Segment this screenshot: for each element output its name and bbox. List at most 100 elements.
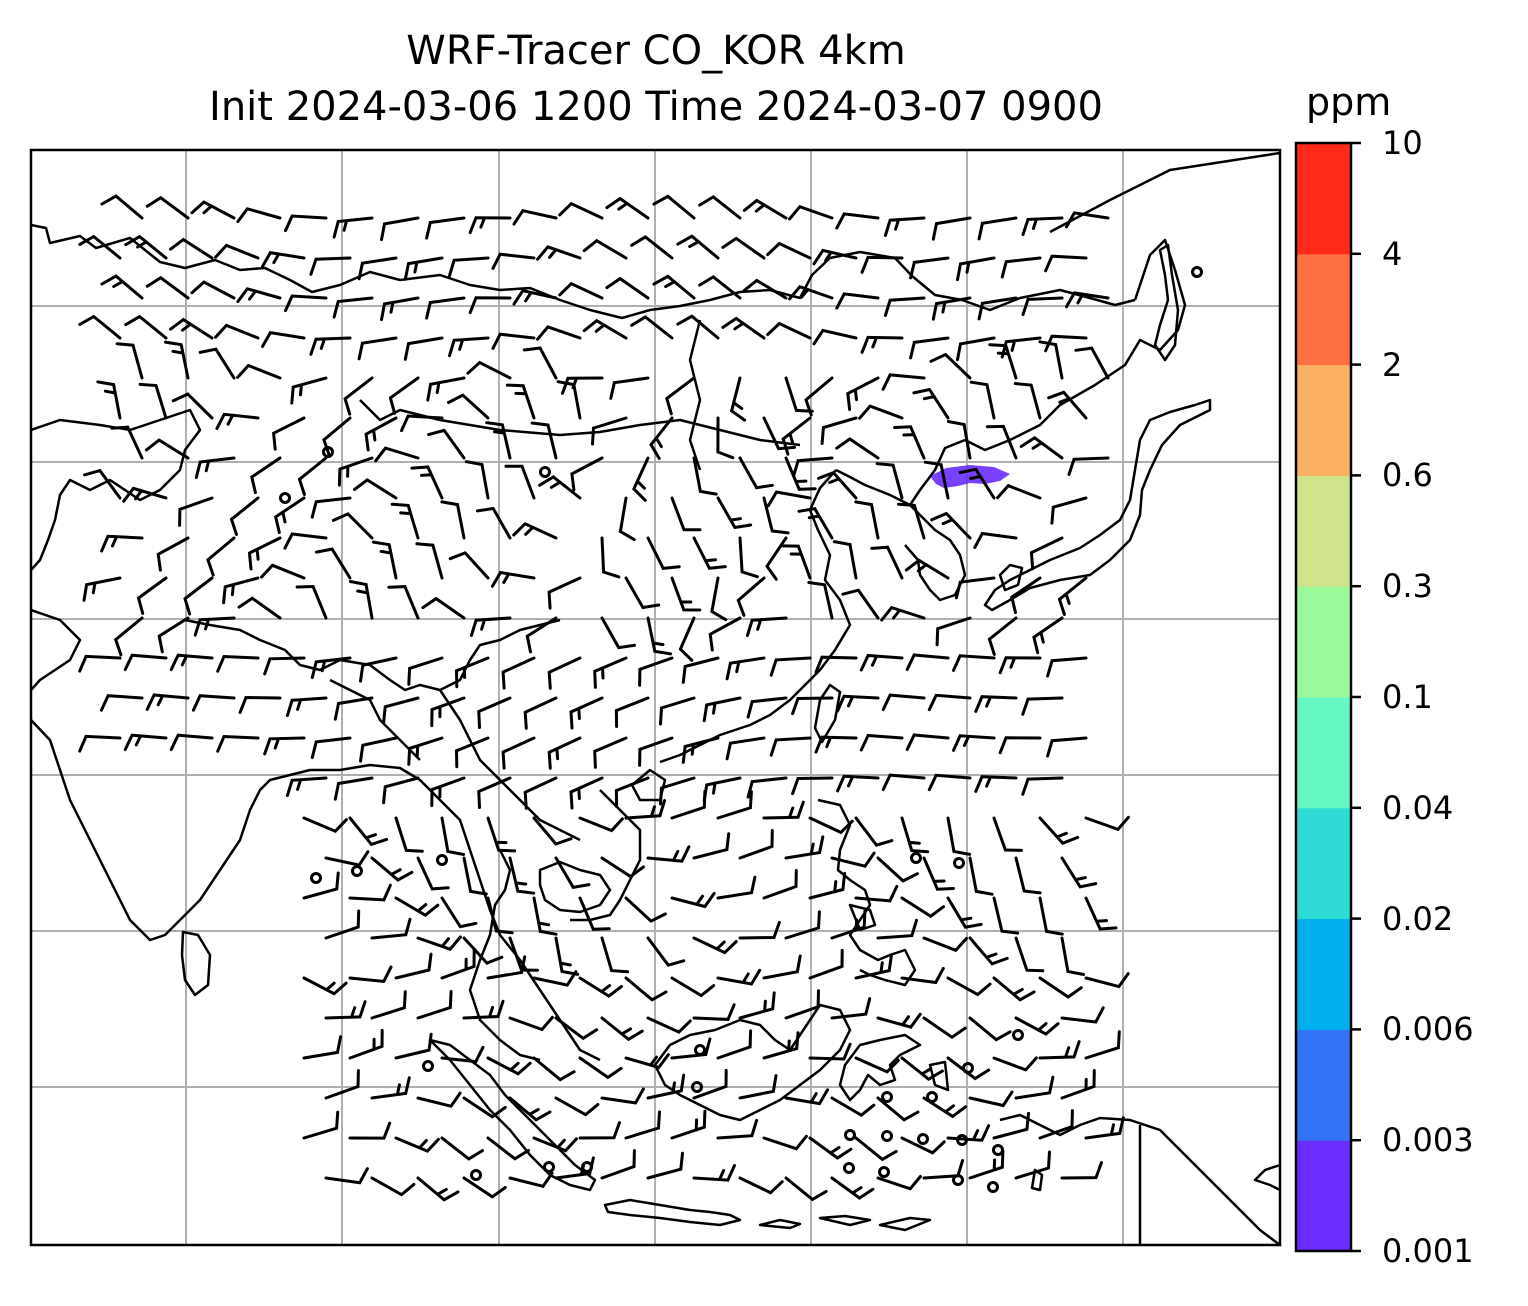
wind-barb: [333, 776, 374, 801]
wind-barb: [416, 856, 450, 891]
wind-barb: [935, 616, 972, 647]
wind-barb: [440, 1045, 485, 1064]
wind-barb: [440, 816, 466, 856]
wind-barb: [370, 1176, 416, 1197]
wind-barb: [370, 917, 412, 940]
colorbar-tick-label: 0.003: [1382, 1121, 1474, 1160]
wind-barb: [216, 654, 260, 673]
wind-barb: [600, 536, 621, 579]
wind-barb: [812, 328, 858, 346]
wind-barb: [1021, 696, 1064, 716]
wind-barb: [115, 342, 144, 380]
colorbar-segment: [1296, 1140, 1351, 1252]
wind-barb: [1044, 334, 1088, 353]
wind-barb: [784, 1088, 830, 1106]
calm-marker: [926, 1091, 938, 1103]
wind-barb: [681, 656, 720, 684]
wind-barb: [403, 336, 444, 361]
wind-barb: [310, 656, 352, 679]
wind-barb: [922, 856, 955, 891]
wind-barb: [547, 736, 582, 770]
wind-barb: [582, 318, 628, 340]
wind-barb: [624, 1110, 661, 1140]
wind-barb: [624, 799, 667, 820]
wind-barb: [836, 694, 880, 713]
calm-marker: [539, 466, 551, 478]
wind-barb: [283, 532, 328, 550]
calm-marker: [691, 1081, 703, 1093]
wind-barb: [698, 275, 742, 300]
wind-barb: [466, 360, 512, 380]
wind-barb: [988, 343, 1018, 380]
wind-barb: [670, 496, 702, 532]
wind-barb: [536, 325, 582, 341]
wind-barb: [665, 376, 696, 416]
wind-barb: [812, 248, 858, 266]
wind-barb: [968, 1016, 1012, 1042]
wind-barb: [370, 990, 407, 1020]
wind-barb: [156, 536, 190, 572]
wind-barb: [370, 856, 414, 882]
colorbar-tick-label: 4: [1382, 234, 1403, 273]
wind-barb: [206, 536, 236, 577]
wind-barb: [985, 424, 1018, 460]
wind-barb: [1084, 972, 1130, 989]
wind-barb: [830, 997, 872, 1020]
wind-barb: [638, 656, 674, 687]
wind-barb: [261, 250, 306, 268]
wind-barb: [692, 1003, 736, 1021]
wind-barb: [738, 536, 759, 579]
wind-barb: [448, 256, 490, 278]
wind-barb: [394, 952, 433, 980]
calm-marker: [881, 1091, 893, 1103]
wind-barb: [624, 896, 667, 923]
wind-barb: [769, 656, 812, 677]
wind-barb: [78, 314, 122, 340]
wind-barb: [830, 851, 876, 868]
wind-barb: [762, 869, 798, 900]
wind-barb: [969, 380, 996, 420]
wind-barb: [194, 456, 236, 479]
wind-barb: [123, 653, 168, 672]
wind-barb: [430, 776, 466, 808]
wind-barb: [692, 832, 731, 860]
wind-barb: [1065, 211, 1110, 229]
wind-barb: [652, 274, 696, 300]
wind-barb: [1021, 776, 1064, 796]
wind-barb: [854, 953, 893, 980]
wind-barb: [676, 234, 720, 260]
calm-marker: [322, 446, 334, 458]
wind-barb: [532, 970, 578, 987]
wind-barb: [416, 935, 462, 951]
wind-barb: [876, 856, 919, 883]
wind-barb: [448, 551, 490, 580]
wind-barb: [1038, 976, 1083, 999]
wind-barb: [854, 816, 894, 847]
wind-barb: [475, 506, 512, 540]
wind-barb: [875, 462, 904, 500]
wind-barb: [762, 496, 790, 535]
wind-barb: [359, 656, 398, 683]
wind-barb: [388, 376, 420, 415]
wind-barb: [440, 949, 476, 980]
wind-barb: [504, 464, 536, 500]
calm-marker: [1012, 1029, 1024, 1041]
wind-barb: [746, 776, 788, 799]
wind-barb: [780, 544, 812, 580]
wind-barb: [883, 216, 926, 237]
wind-barb: [791, 696, 834, 716]
wind-barb: [250, 456, 282, 495]
wind-barb: [784, 376, 814, 413]
wind-barb: [1038, 1109, 1074, 1140]
wind-barb: [554, 1156, 595, 1180]
wind-barb: [332, 296, 374, 319]
wind-barb: [630, 315, 674, 340]
wind-barb: [618, 496, 636, 542]
wind-barb: [766, 241, 812, 260]
wind-barb: [807, 581, 834, 620]
wind-barb: [236, 363, 282, 380]
wind-barb: [600, 1149, 636, 1180]
wind-barb: [370, 1076, 411, 1100]
wind-barb: [593, 656, 628, 689]
wind-barb: [791, 776, 834, 796]
